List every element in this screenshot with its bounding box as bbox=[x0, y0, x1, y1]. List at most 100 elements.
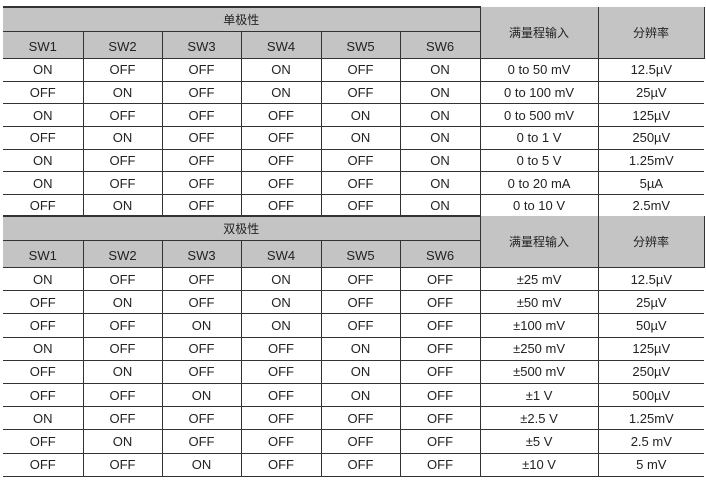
switch-state: OFF bbox=[82, 148, 163, 173]
switch-state: ON bbox=[320, 359, 401, 384]
switch-state: ON bbox=[240, 290, 322, 315]
resolution: 250µV bbox=[597, 126, 705, 150]
resolution: 1.25mV bbox=[597, 406, 705, 431]
bipolar-table: 双极性 满量程输入 分辨率 SW1 SW2 SW3 SW4 SW5 SW6 ON OFF OFF ON O… bbox=[3, 215, 705, 477]
resolution: 2.5 mV bbox=[597, 429, 705, 454]
switch-state: ON bbox=[3, 103, 84, 128]
table-row: OFF OFF ON ON OFF OFF ±100 mV 50µV bbox=[3, 313, 705, 338]
switch-state: ON bbox=[82, 429, 163, 454]
switch-state: OFF bbox=[161, 103, 242, 128]
switch-state: OFF bbox=[82, 336, 163, 361]
switch-state: OFF bbox=[82, 313, 163, 338]
switch-state: OFF bbox=[320, 148, 401, 173]
switch-state: OFF bbox=[399, 429, 481, 454]
switch-state: OFF bbox=[161, 80, 242, 105]
switch-state: OFF bbox=[161, 429, 242, 454]
switch-header: SW6 bbox=[399, 31, 481, 59]
table-row: OFF ON OFF OFF OFF ON 0 to 10 V 2.5mV bbox=[3, 194, 705, 218]
resolution: 125µV bbox=[597, 336, 705, 361]
table-row: OFF ON OFF OFF ON OFF ±500 mV 250µV bbox=[3, 359, 705, 384]
table-row: OFF ON OFF ON OFF OFF ±50 mV 25µV bbox=[3, 290, 705, 315]
switch-header: SW2 bbox=[82, 31, 163, 59]
switch-state: ON bbox=[399, 148, 481, 173]
section-title: 单极性 bbox=[3, 6, 481, 32]
switch-state: ON bbox=[82, 359, 163, 384]
switch-state: OFF bbox=[82, 103, 163, 128]
switch-header: SW3 bbox=[161, 31, 242, 59]
table-row: ON OFF OFF OFF OFF ON 0 to 20 mA 5µA bbox=[3, 171, 705, 196]
switch-state: OFF bbox=[82, 452, 163, 477]
switch-state: OFF bbox=[320, 171, 401, 196]
switch-state: ON bbox=[240, 80, 322, 105]
switch-state: OFF bbox=[320, 266, 401, 292]
resolution: 12.5µV bbox=[597, 58, 705, 82]
switch-state: OFF bbox=[240, 382, 322, 408]
switch-header: SW5 bbox=[320, 31, 401, 59]
switch-state: ON bbox=[320, 126, 401, 150]
switch-state: ON bbox=[240, 58, 322, 82]
resolution: 5µA bbox=[597, 171, 705, 196]
switch-state: OFF bbox=[82, 266, 163, 292]
full-scale-input: 0 to 10 V bbox=[479, 194, 599, 218]
switch-state: OFF bbox=[320, 58, 401, 82]
table-row: ON OFF OFF OFF OFF OFF ±2.5 V 1.25mV bbox=[3, 406, 705, 431]
switch-state: OFF bbox=[240, 406, 322, 431]
switch-state: OFF bbox=[161, 126, 242, 150]
switch-header: SW4 bbox=[240, 31, 322, 59]
switch-header: SW1 bbox=[3, 240, 84, 268]
switch-state: OFF bbox=[399, 290, 481, 315]
resolution-header: 分辨率 bbox=[598, 216, 705, 268]
full-scale-input: ±10 V bbox=[479, 452, 599, 477]
switch-header: SW5 bbox=[320, 240, 401, 268]
switch-state: ON bbox=[399, 194, 481, 218]
switch-state: OFF bbox=[399, 266, 481, 292]
resolution: 50µV bbox=[597, 313, 705, 338]
full-scale-input-header: 满量程输入 bbox=[480, 7, 599, 59]
resolution: 25µV bbox=[597, 80, 705, 105]
switch-state: OFF bbox=[161, 359, 242, 384]
full-scale-input: 0 to 1 V bbox=[479, 126, 599, 150]
full-scale-input: ±1 V bbox=[479, 382, 599, 408]
switch-state: OFF bbox=[3, 313, 84, 338]
switch-state: ON bbox=[161, 313, 242, 338]
resolution: 2.5mV bbox=[597, 194, 705, 218]
table-row: OFF ON OFF OFF ON ON 0 to 1 V 250µV bbox=[3, 126, 705, 150]
switch-state: ON bbox=[161, 382, 242, 408]
switch-state: OFF bbox=[240, 103, 322, 128]
switch-state: OFF bbox=[3, 80, 84, 105]
full-scale-input: 0 to 50 mV bbox=[479, 58, 599, 82]
switch-state: OFF bbox=[399, 336, 481, 361]
full-scale-input: ±100 mV bbox=[479, 313, 599, 338]
switch-state: OFF bbox=[3, 429, 84, 454]
table-row: ON OFF OFF ON OFF OFF ±25 mV 12.5µV bbox=[3, 266, 705, 292]
switch-state: OFF bbox=[82, 406, 163, 431]
switch-state: OFF bbox=[399, 406, 481, 431]
resolution-header: 分辨率 bbox=[598, 7, 705, 59]
switch-header: SW1 bbox=[3, 31, 84, 59]
switch-state: OFF bbox=[82, 382, 163, 408]
switch-state: ON bbox=[399, 103, 481, 128]
table-row: ON OFF OFF OFF ON OFF ±250 mV 125µV bbox=[3, 336, 705, 361]
switch-state: ON bbox=[399, 126, 481, 150]
switch-state: ON bbox=[240, 313, 322, 338]
table-row: OFF OFF ON OFF ON OFF ±1 V 500µV bbox=[3, 382, 705, 408]
switch-state: OFF bbox=[240, 194, 322, 218]
switch-state: OFF bbox=[399, 382, 481, 408]
switch-state: OFF bbox=[320, 194, 401, 218]
switch-state: ON bbox=[3, 171, 84, 196]
full-scale-input: ±250 mV bbox=[479, 336, 599, 361]
switch-state: OFF bbox=[399, 313, 481, 338]
switch-state: ON bbox=[399, 80, 481, 105]
switch-state: ON bbox=[399, 171, 481, 196]
resolution: 125µV bbox=[597, 103, 705, 128]
switch-state: OFF bbox=[320, 452, 401, 477]
unipolar-table: 单极性 满量程输入 分辨率 SW1 SW2 SW3 SW4 SW5 SW6 ON OFF OFF ON O… bbox=[3, 6, 705, 218]
switch-state: OFF bbox=[3, 194, 84, 218]
switch-state: OFF bbox=[161, 148, 242, 173]
resolution: 250µV bbox=[597, 359, 705, 384]
switch-state: ON bbox=[82, 290, 163, 315]
switch-state: ON bbox=[3, 266, 84, 292]
switch-state: OFF bbox=[82, 58, 163, 82]
switch-state: OFF bbox=[82, 171, 163, 196]
